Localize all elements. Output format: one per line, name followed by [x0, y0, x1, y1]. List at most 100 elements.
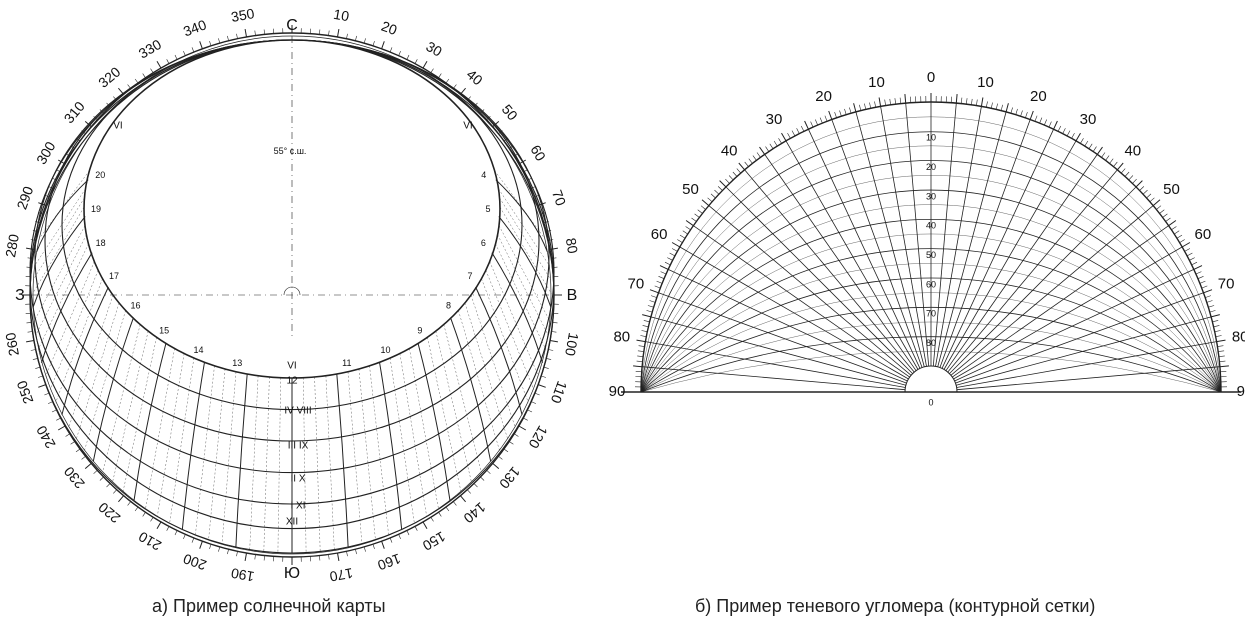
- minute-line: [303, 377, 307, 553]
- azimuth-tick: [543, 366, 549, 369]
- protractor-tick: [1044, 119, 1047, 126]
- radial-line: [785, 140, 919, 370]
- hour-label: 13: [232, 358, 242, 368]
- protractor-tick: [1034, 115, 1038, 122]
- azimuth-label: 110: [548, 379, 571, 406]
- elevation-arc: [640, 277, 1222, 393]
- shadow-protractor: 0 10 20 30 40 50 60 70 80 90 10 20 30 40 50 60 70 80 90 10 2…: [609, 69, 1245, 407]
- hour-line: [133, 342, 167, 501]
- protractor-tick: [966, 98, 968, 105]
- hour-label: 17: [109, 271, 119, 281]
- azimuth-tick: [134, 506, 139, 512]
- protractor-tick: [660, 271, 667, 275]
- latitude-label: 55° с.ш.: [274, 146, 307, 156]
- azimuth-tick: [65, 153, 70, 157]
- azimuth-tick: [236, 551, 238, 557]
- azimuth-tick: [551, 331, 557, 333]
- azimuth-tick: [263, 29, 265, 35]
- elevation-label: 30: [926, 191, 936, 201]
- elevation-arc: [640, 336, 1222, 393]
- outer-scale-label: 50: [682, 181, 699, 198]
- elevation-label: 70: [926, 309, 936, 319]
- azimuth-tick: [47, 186, 53, 189]
- radial-line: [831, 119, 923, 368]
- minute-line: [481, 278, 529, 403]
- azimuth-tick: [514, 153, 519, 157]
- elevation-label: 40: [926, 221, 936, 231]
- minute-line: [102, 324, 141, 472]
- protractor-tick: [1135, 180, 1143, 188]
- azimuth-tick: [57, 159, 66, 165]
- protractor-tick: [828, 110, 833, 120]
- azimuth-tick: [106, 483, 111, 488]
- outer-scale-label: 10: [977, 74, 994, 91]
- radial-line: [947, 169, 1118, 373]
- azimuth-tick: [473, 102, 478, 107]
- azimuth-tick: [38, 375, 43, 378]
- azimuth-tick: [503, 448, 509, 453]
- azimuth-label: 160: [375, 551, 403, 574]
- minute-line: [45, 261, 95, 377]
- protractor-tick: [804, 120, 809, 130]
- hour-label: 7: [467, 271, 472, 281]
- azimuth-label: 10: [332, 6, 350, 24]
- azimuth-tick: [541, 212, 546, 215]
- protractor-tick: [1146, 193, 1152, 199]
- protractor-tick: [853, 103, 857, 113]
- protractor-tick: [697, 209, 703, 214]
- elevation-label: 20: [926, 162, 936, 172]
- azimuth-tick: [389, 47, 393, 53]
- hour-label: 16: [130, 300, 140, 310]
- protractor-tick: [664, 261, 671, 266]
- protractor-tick: [1092, 146, 1097, 152]
- protractor-tick: [1193, 265, 1203, 270]
- radial-line: [693, 225, 910, 378]
- protractor-tick: [1053, 120, 1058, 130]
- protractor-tick: [700, 205, 706, 210]
- azimuth-tick: [534, 392, 540, 396]
- hour-label: 10: [380, 345, 390, 355]
- minute-line: [208, 368, 226, 540]
- azimuth-tick: [552, 322, 558, 324]
- azimuth-tick: [549, 247, 558, 250]
- protractor-tick: [1218, 355, 1225, 357]
- protractor-tick: [744, 161, 749, 167]
- azimuth-tick: [498, 456, 503, 460]
- azimuth-tick: [127, 84, 131, 89]
- month-label: XII: [286, 517, 298, 528]
- protractor-tick: [899, 97, 901, 104]
- azimuth-tick: [150, 68, 154, 73]
- azimuth-tick: [166, 526, 170, 531]
- hour-label: 5: [485, 204, 490, 214]
- outer-scale-label: 70: [1218, 276, 1235, 293]
- minute-line: [35, 234, 87, 336]
- protractor-tick: [647, 305, 654, 308]
- azimuth-tick: [492, 463, 500, 469]
- azimuth-label: 150: [420, 528, 448, 554]
- minute-line: [443, 324, 482, 472]
- protractor-tick: [1020, 110, 1023, 117]
- azimuth-tick: [127, 501, 131, 506]
- protractor-tick: [824, 115, 828, 122]
- azimuth-tick: [38, 202, 46, 206]
- azimuth-tick: [118, 495, 124, 503]
- protractor-tick: [874, 101, 876, 108]
- radial-line: [658, 292, 907, 384]
- protractor-tick: [787, 132, 791, 139]
- protractor-tick: [1121, 168, 1126, 174]
- outer-scale-label: 70: [628, 276, 645, 293]
- azimuth-label: 80: [563, 237, 581, 255]
- protractor-tick: [654, 285, 661, 289]
- south-label: Ю: [284, 565, 300, 582]
- baseline-label: 0: [928, 397, 933, 407]
- protractor-tick: [671, 242, 681, 248]
- azimuth-tick: [209, 41, 212, 46]
- radial-line: [952, 225, 1169, 378]
- minute-line: [358, 368, 376, 540]
- azimuth-tick: [174, 54, 178, 60]
- hour-line: [41, 252, 93, 364]
- protractor-tick: [646, 310, 653, 313]
- protractor-tick: [1096, 146, 1103, 155]
- azimuth-tick: [93, 116, 98, 120]
- azimuth-tick: [263, 555, 265, 561]
